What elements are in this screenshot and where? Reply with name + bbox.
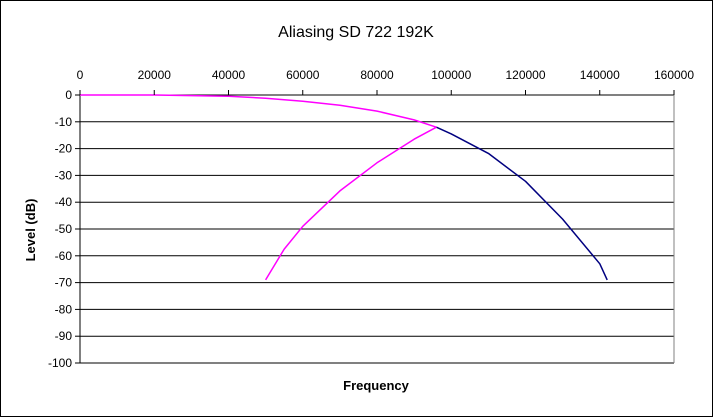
x-tick-label: 120000 bbox=[505, 68, 545, 82]
tick-layer: 0 -10 -20 -30 -40 -50 -60 -70 -80 -90 -100 0 20000 40… bbox=[48, 68, 694, 370]
y-tick-label: -10 bbox=[55, 115, 73, 129]
chart-title: Aliasing SD 722 192K bbox=[278, 24, 434, 41]
x-tick-label: 140000 bbox=[580, 68, 620, 82]
x-tick-label: 80000 bbox=[360, 68, 394, 82]
x-tick-label: 160000 bbox=[654, 68, 694, 82]
series-line-3 bbox=[264, 126, 437, 281]
y-tick-label: -40 bbox=[55, 195, 73, 209]
y-axis-label: Level (dB) bbox=[23, 199, 38, 262]
x-axis-label: Frequency bbox=[343, 378, 410, 393]
y-tick-label: -80 bbox=[55, 302, 73, 316]
y-tick-label: -20 bbox=[55, 142, 73, 156]
y-tick-label: -30 bbox=[55, 168, 73, 182]
series-line-1 bbox=[80, 94, 437, 128]
y-tick-label: -70 bbox=[55, 276, 73, 290]
y-tick-label: 0 bbox=[65, 88, 72, 102]
x-tick-label: 0 bbox=[77, 68, 84, 82]
y-tick-label: -100 bbox=[48, 356, 72, 370]
y-tick-label: -60 bbox=[55, 249, 73, 263]
series-layer bbox=[80, 94, 608, 281]
x-tick-label: 100000 bbox=[431, 68, 471, 82]
y-tick-label: -90 bbox=[55, 329, 73, 343]
x-tick-label: 20000 bbox=[138, 68, 172, 82]
x-tick-label: 40000 bbox=[212, 68, 246, 82]
y-tick-label: -50 bbox=[55, 222, 73, 236]
grid-layer bbox=[79, 94, 675, 364]
x-tick-label: 60000 bbox=[286, 68, 320, 82]
series-line-2 bbox=[436, 126, 608, 281]
